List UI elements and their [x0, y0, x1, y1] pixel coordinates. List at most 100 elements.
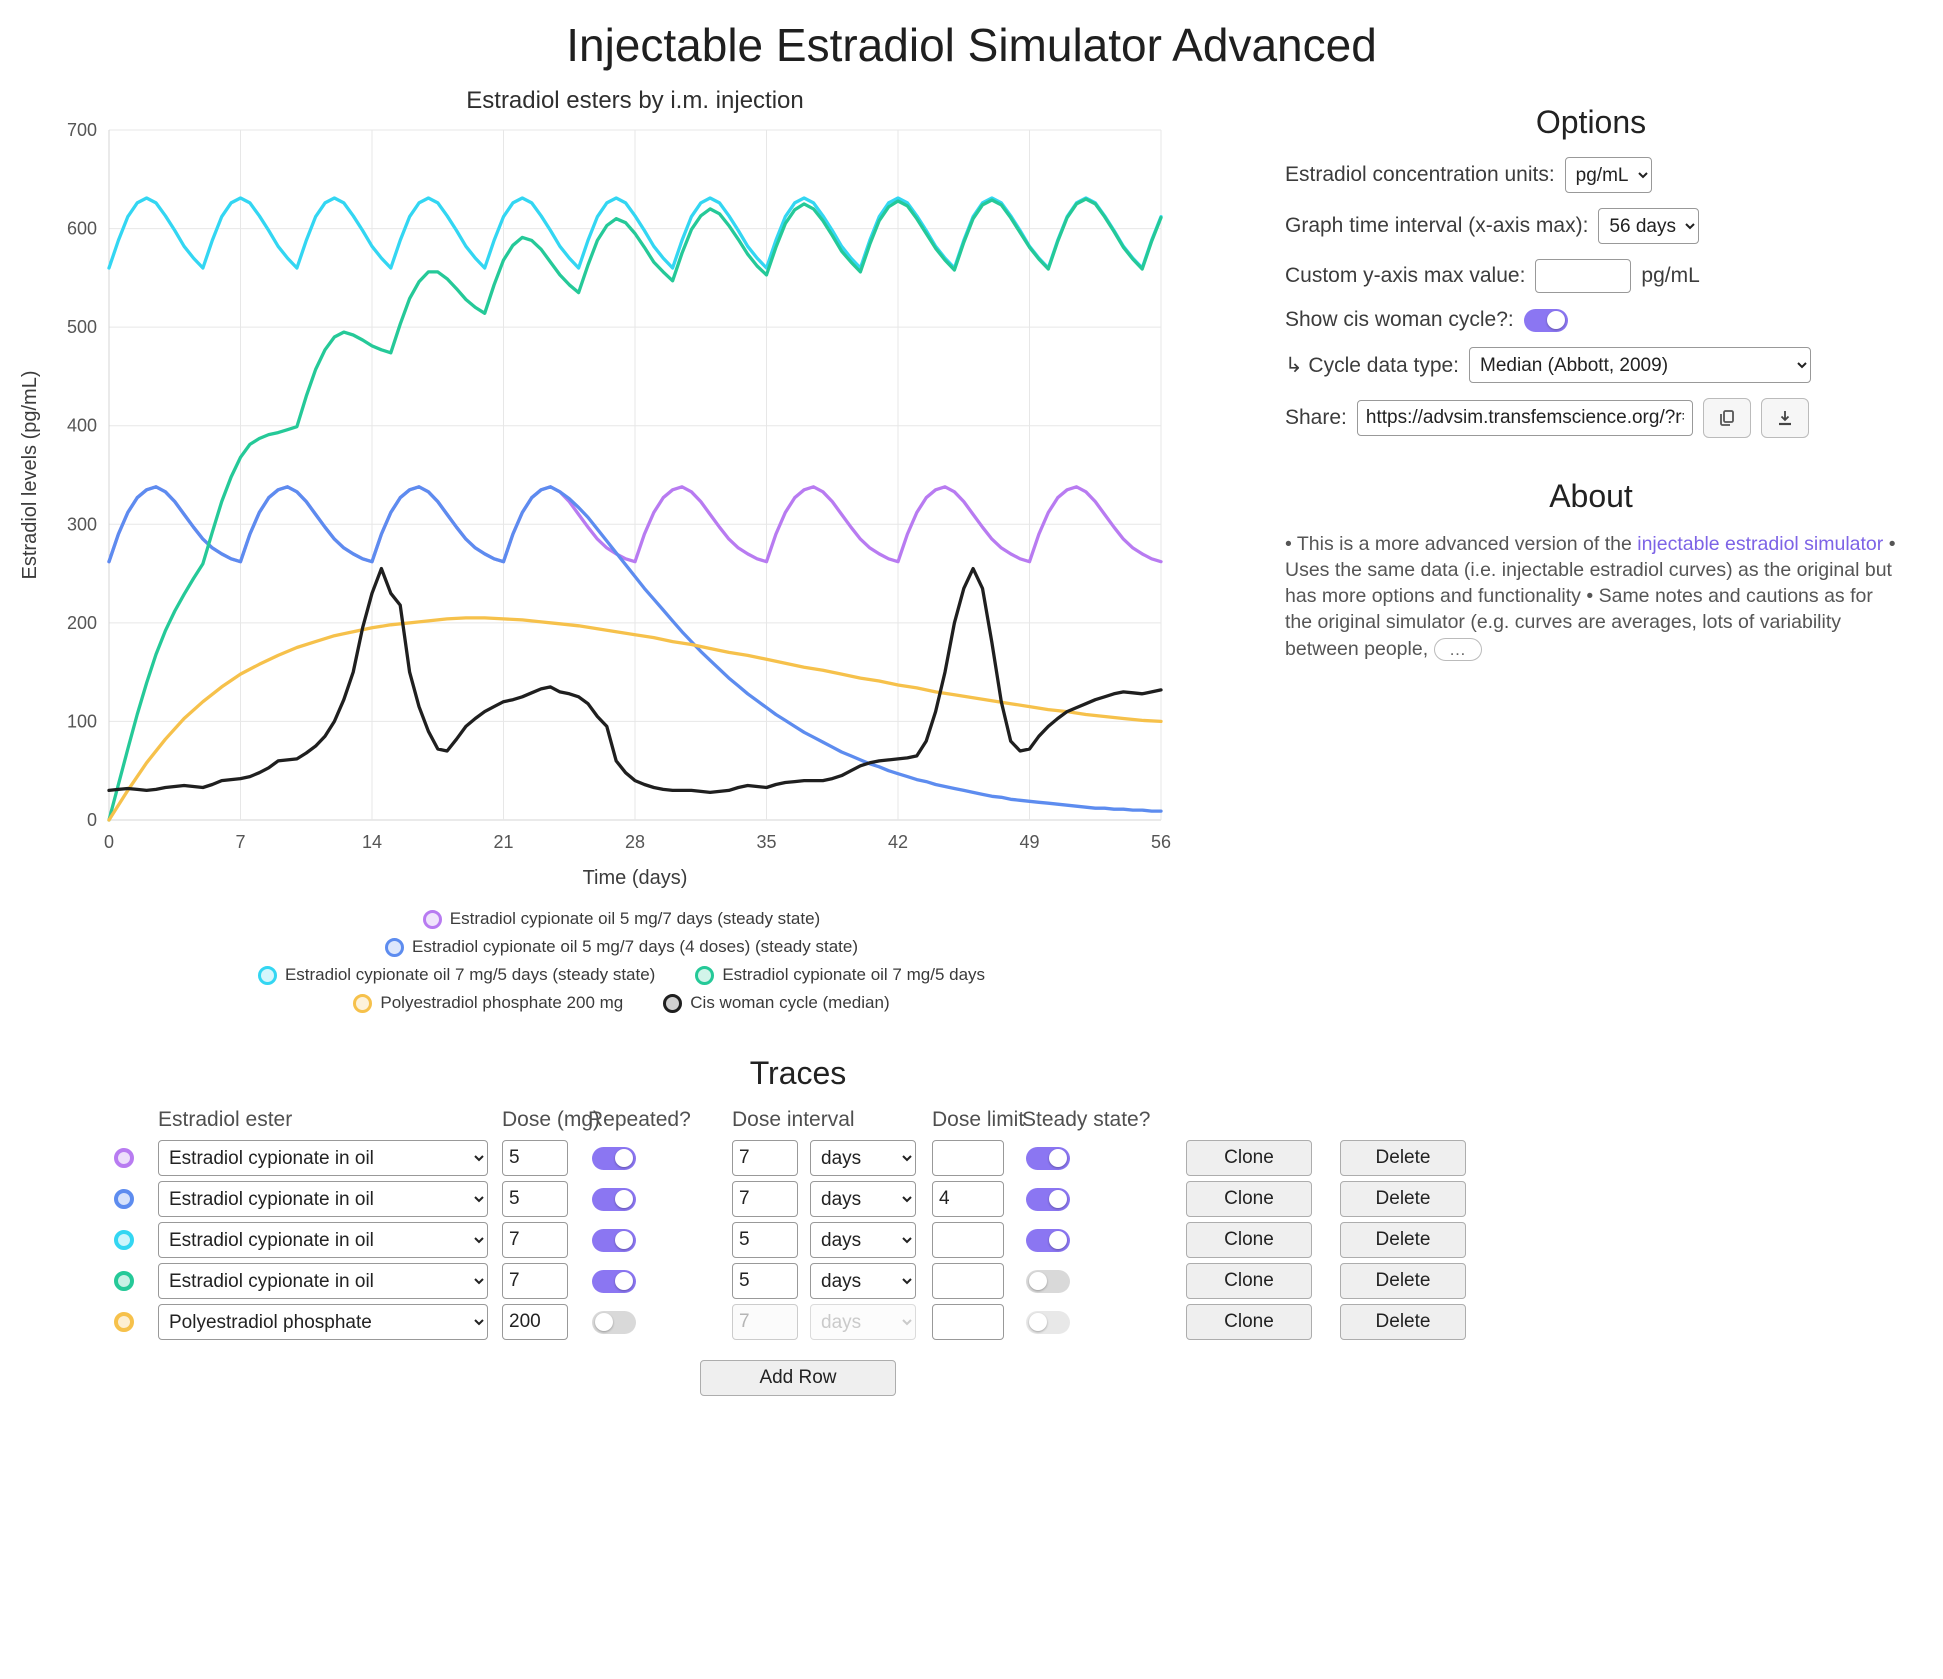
x-tick-label: 42 [888, 832, 908, 852]
legend-item[interactable]: Estradiol cypionate oil 5 mg/7 days (4 d… [385, 937, 858, 957]
time-interval-select[interactable]: 56 days [1598, 208, 1700, 244]
legend-row: Polyestradiol phosphate 200 mg Cis woman … [14, 993, 1229, 1013]
dose-input[interactable] [502, 1222, 568, 1258]
delete-button[interactable]: Delete [1340, 1304, 1466, 1340]
expand-about-button[interactable]: … [1433, 637, 1482, 661]
toggle-knob [595, 1313, 613, 1331]
units-row: Estradiol concentration units: pg/mL [1285, 157, 1897, 193]
toggle-knob [615, 1231, 633, 1249]
ester-select[interactable]: Estradiol cypionate in oil [158, 1222, 488, 1258]
steady-cell [1022, 1310, 1172, 1334]
about-text-part2: • Uses the same data (i.e. injectable es… [1285, 533, 1896, 660]
toggle-knob [1029, 1272, 1047, 1290]
ymax-unit-label: pg/mL [1641, 264, 1700, 287]
units-select[interactable]: pg/mL [1564, 157, 1652, 193]
legend-item[interactable]: Polyestradiol phosphate 200 mg [353, 993, 623, 1013]
repeated-cell [588, 1310, 718, 1334]
cis-cycle-toggle[interactable] [1523, 308, 1568, 332]
units-label: Estradiol concentration units: [1285, 163, 1555, 186]
legend-marker-icon [695, 965, 715, 985]
interval-input[interactable] [732, 1140, 798, 1176]
download-button[interactable] [1760, 398, 1809, 438]
legend-row: Estradiol cypionate oil 5 mg/7 days (ste… [14, 909, 1229, 929]
legend-item[interactable]: Estradiol cypionate oil 5 mg/7 days (ste… [422, 909, 820, 929]
header-repeated: Repeated? [588, 1108, 691, 1131]
clone-button[interactable]: Clone [1186, 1222, 1312, 1258]
legend-label: Estradiol cypionate oil 5 mg/7 days (4 d… [412, 937, 858, 956]
dose-limit-input[interactable] [932, 1304, 1004, 1340]
legend-item[interactable]: Cis woman cycle (median) [663, 993, 890, 1013]
toggle-knob [615, 1272, 633, 1290]
clone-button[interactable]: Clone [1186, 1181, 1312, 1217]
simulator-link[interactable]: injectable estradiol simulator [1637, 533, 1884, 555]
interval-input[interactable] [732, 1181, 798, 1217]
clone-button[interactable]: Clone [1186, 1140, 1312, 1176]
about-text: • This is a more advanced version of the… [1285, 531, 1897, 662]
about-heading: About [1549, 478, 1633, 514]
steady-state-toggle[interactable] [1026, 1187, 1070, 1211]
dose-input[interactable] [502, 1304, 568, 1340]
dose-limit-input[interactable] [932, 1263, 1004, 1299]
cis-cycle-row: Show cis woman cycle?: [1285, 308, 1897, 332]
ester-select[interactable]: Polyestradiol phosphate [158, 1304, 488, 1340]
delete-button[interactable]: Delete [1340, 1222, 1466, 1258]
steady-state-toggle[interactable] [1026, 1228, 1070, 1252]
repeated-toggle[interactable] [592, 1310, 636, 1334]
ester-select[interactable]: Estradiol cypionate in oil [158, 1181, 488, 1217]
dose-limit-input[interactable] [932, 1140, 1004, 1176]
repeated-cell [588, 1187, 718, 1211]
interval-input[interactable] [732, 1304, 798, 1340]
y-tick-label: 200 [67, 613, 97, 633]
dose-input[interactable] [502, 1181, 568, 1217]
share-url-input[interactable] [1356, 400, 1693, 436]
repeated-toggle[interactable] [592, 1228, 636, 1252]
interval-unit-select[interactable]: days [810, 1222, 916, 1258]
trace-color-icon [114, 1189, 134, 1209]
x-tick-label: 56 [1151, 832, 1171, 852]
steady-state-toggle[interactable] [1026, 1269, 1070, 1293]
clone-button[interactable]: Clone [1186, 1304, 1312, 1340]
y-tick-label: 500 [67, 317, 97, 337]
cycle-type-select[interactable]: Median (Abbott, 2009) [1469, 347, 1812, 383]
ester-select[interactable]: Estradiol cypionate in oil [158, 1140, 488, 1176]
trace-row: Estradiol cypionate in oil days Clone Delet… [108, 1140, 1488, 1176]
ymax-input[interactable] [1535, 259, 1632, 293]
interval-input[interactable] [732, 1263, 798, 1299]
legend-row: Estradiol cypionate oil 5 mg/7 days (4 d… [14, 937, 1229, 957]
steady-state-toggle[interactable] [1026, 1146, 1070, 1170]
x-axis-label: Time (days) [583, 867, 688, 889]
add-row-button[interactable]: Add Row [700, 1360, 896, 1396]
repeated-toggle[interactable] [592, 1146, 636, 1170]
trace-color-icon [114, 1230, 134, 1250]
interval-unit-select[interactable]: days [810, 1304, 916, 1340]
interval-cell: days [732, 1140, 918, 1176]
toggle-knob [1029, 1313, 1047, 1331]
steady-state-toggle[interactable] [1026, 1310, 1070, 1334]
copy-link-button[interactable] [1702, 398, 1751, 438]
clone-button[interactable]: Clone [1186, 1263, 1312, 1299]
interval-unit-select[interactable]: days [810, 1181, 916, 1217]
series-line [107, 566, 1163, 795]
interval-unit-select[interactable]: days [810, 1140, 916, 1176]
delete-button[interactable]: Delete [1340, 1181, 1466, 1217]
repeated-toggle[interactable] [592, 1269, 636, 1293]
interval-unit-select[interactable]: days [810, 1263, 916, 1299]
dose-input[interactable] [502, 1140, 568, 1176]
estradiol-chart[interactable]: 0 100 200 300 400 500 600 700 0 7 14 21 28 35 42 49 56 Es… [14, 78, 1174, 896]
repeated-toggle[interactable] [592, 1187, 636, 1211]
toggle-knob [1049, 1231, 1067, 1249]
delete-button[interactable]: Delete [1340, 1263, 1466, 1299]
dose-limit-input[interactable] [932, 1181, 1004, 1217]
interval-input[interactable] [732, 1222, 798, 1258]
traces-heading: Traces [749, 1055, 847, 1091]
legend-label: Estradiol cypionate oil 7 mg/5 days (ste… [284, 965, 656, 984]
legend-item[interactable]: Estradiol cypionate oil 7 mg/5 days (ste… [257, 965, 656, 985]
ester-select[interactable]: Estradiol cypionate in oil [158, 1263, 488, 1299]
delete-button[interactable]: Delete [1340, 1140, 1466, 1176]
y-tick-label: 400 [67, 416, 97, 436]
dose-limit-input[interactable] [932, 1222, 1004, 1258]
options-panel: Options Estradiol concentration units: p… [1229, 78, 1943, 662]
steady-cell [1022, 1187, 1172, 1211]
dose-input[interactable] [502, 1263, 568, 1299]
legend-item[interactable]: Estradiol cypionate oil 7 mg/5 days [695, 965, 985, 985]
